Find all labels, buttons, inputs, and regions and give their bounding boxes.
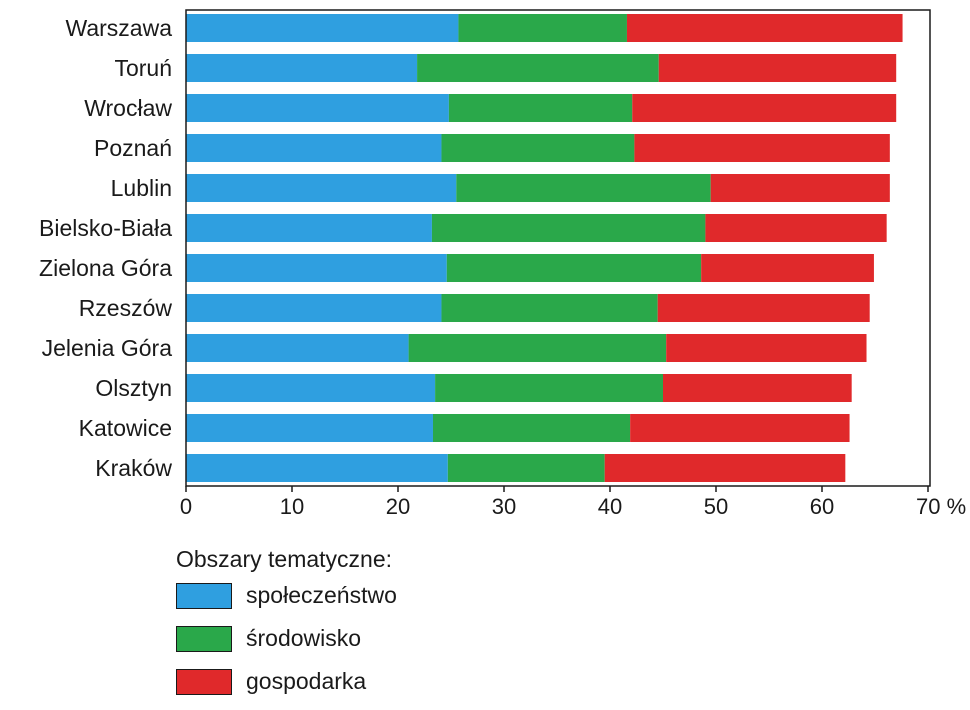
- legend: Obszary tematyczne: społeczeństwo środow…: [176, 544, 576, 703]
- bars-layer: [186, 14, 903, 482]
- category-label-katowice: Katowice: [79, 415, 172, 441]
- bar-olsztyn-gospodarka: [663, 374, 852, 402]
- category-label-torun: Toruń: [114, 55, 172, 81]
- bar-krakow-gospodarka: [605, 454, 846, 482]
- bar-bielsko-biala-gospodarka: [705, 214, 886, 242]
- category-label-wroclaw: Wrocław: [84, 95, 172, 121]
- x-tick-label-30: 30: [492, 494, 516, 519]
- category-label-warszawa: Warszawa: [66, 15, 173, 41]
- bar-krakow-spoleczenstwo: [186, 454, 448, 482]
- bar-jelenia-gora-gospodarka: [666, 334, 866, 362]
- bar-wroclaw-gospodarka: [632, 94, 896, 122]
- bar-wroclaw-srodowisko: [449, 94, 632, 122]
- bar-olsztyn-spoleczenstwo: [186, 374, 435, 402]
- x-tick-label-10: 10: [280, 494, 304, 519]
- bar-katowice-spoleczenstwo: [186, 414, 433, 442]
- bar-olsztyn-srodowisko: [435, 374, 663, 402]
- category-label-rzeszow: Rzeszów: [79, 295, 173, 321]
- bar-katowice-srodowisko: [433, 414, 630, 442]
- x-tick-label-60: 60: [810, 494, 834, 519]
- legend-item-spoleczenstwo: społeczeństwo: [176, 574, 576, 617]
- bar-poznan-spoleczenstwo: [186, 134, 441, 162]
- bar-bielsko-biala-spoleczenstwo: [186, 214, 432, 242]
- bar-rzeszow-gospodarka: [658, 294, 870, 322]
- bar-torun-gospodarka: [659, 54, 896, 82]
- bar-zielona-gora-srodowisko: [447, 254, 701, 282]
- legend-title: Obszary tematyczne:: [176, 544, 576, 574]
- bar-poznan-srodowisko: [441, 134, 634, 162]
- bar-katowice-gospodarka: [630, 414, 849, 442]
- bar-bielsko-biala-srodowisko: [432, 214, 705, 242]
- x-tick-label-50: 50: [704, 494, 728, 519]
- bar-zielona-gora-spoleczenstwo: [186, 254, 447, 282]
- category-label-bielsko-biala: Bielsko-Biała: [39, 215, 172, 241]
- bar-lublin-gospodarka: [711, 174, 890, 202]
- legend-label-spoleczenstwo: społeczeństwo: [246, 582, 397, 609]
- legend-swatch-gospodarka: [176, 669, 232, 695]
- bar-torun-spoleczenstwo: [186, 54, 417, 82]
- x-tick-label-0: 0: [180, 494, 192, 519]
- bar-warszawa-spoleczenstwo: [186, 14, 458, 42]
- bar-lublin-srodowisko: [456, 174, 710, 202]
- category-label-lublin: Lublin: [111, 175, 172, 201]
- x-tick-label-40: 40: [598, 494, 622, 519]
- bar-zielona-gora-gospodarka: [701, 254, 874, 282]
- bar-poznan-gospodarka: [634, 134, 889, 162]
- legend-label-gospodarka: gospodarka: [246, 668, 366, 695]
- category-labels: Warszawa Toruń Wrocław Poznań Lublin Bielsko-…: [39, 15, 172, 481]
- bar-rzeszow-spoleczenstwo: [186, 294, 441, 322]
- stacked-bar-chart: Warszawa Toruń Wrocław Poznań Lublin Bielsko-…: [0, 0, 970, 540]
- x-tick-label-70: 70 %: [916, 494, 966, 519]
- bar-warszawa-srodowisko: [458, 14, 627, 42]
- category-label-olsztyn: Olsztyn: [95, 375, 172, 401]
- category-label-krakow: Kraków: [95, 455, 172, 481]
- bar-lublin-spoleczenstwo: [186, 174, 456, 202]
- bar-jelenia-gora-spoleczenstwo: [186, 334, 409, 362]
- legend-item-gospodarka: gospodarka: [176, 660, 576, 703]
- bar-wroclaw-spoleczenstwo: [186, 94, 449, 122]
- bar-torun-srodowisko: [417, 54, 659, 82]
- bar-jelenia-gora-srodowisko: [409, 334, 667, 362]
- legend-swatch-srodowisko: [176, 626, 232, 652]
- bar-rzeszow-srodowisko: [441, 294, 657, 322]
- category-label-zielona-gora: Zielona Góra: [39, 255, 172, 281]
- x-tick-label-20: 20: [386, 494, 410, 519]
- legend-swatch-spoleczenstwo: [176, 583, 232, 609]
- x-axis: 0 10 20 30 40 50 60 70 %: [180, 486, 966, 519]
- category-label-poznan: Poznań: [94, 135, 172, 161]
- bar-krakow-srodowisko: [448, 454, 605, 482]
- legend-label-srodowisko: środowisko: [246, 625, 361, 652]
- bar-warszawa-gospodarka: [627, 14, 903, 42]
- legend-item-srodowisko: środowisko: [176, 617, 576, 660]
- category-label-jelenia-gora: Jelenia Góra: [42, 335, 173, 361]
